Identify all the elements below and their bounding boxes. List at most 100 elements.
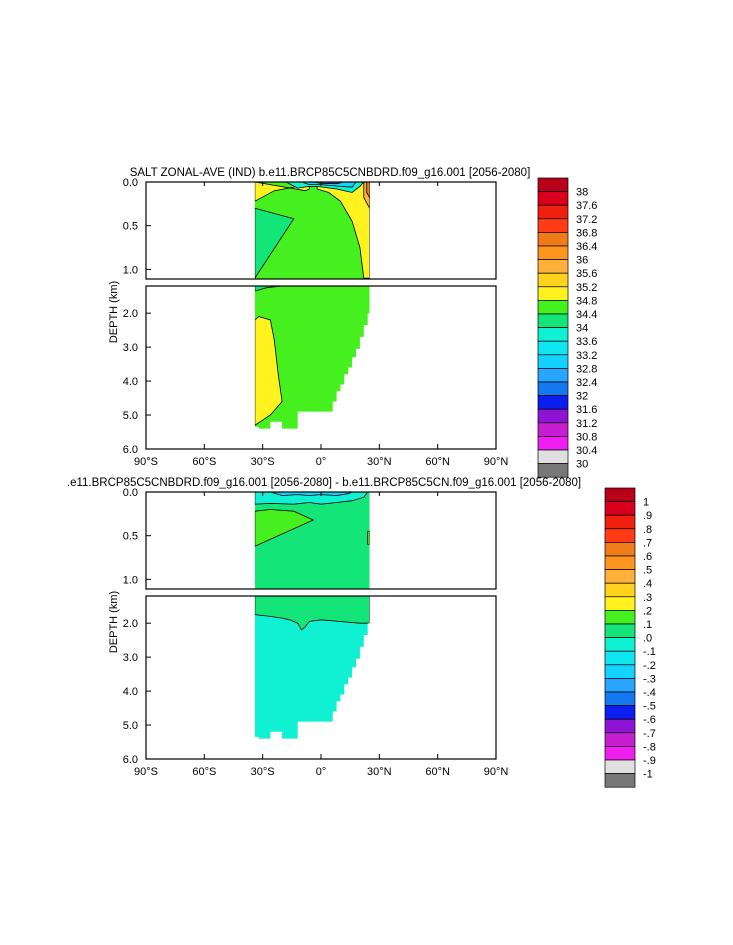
y-tick-label: 6.0 [123,444,138,456]
colorbar-swatch [604,487,636,502]
colorbar-swatch [604,514,636,530]
x-tick-label: 60°S [192,766,216,778]
x-tick-label: 30°S [251,766,275,778]
colorbar-label: 34 [576,323,588,335]
colorbar-label: .3 [643,592,652,604]
upper-ocean-field [254,182,370,279]
colorbar-swatch [604,582,636,598]
x-tick-label: 0° [316,456,327,468]
colorbar-swatch [604,623,636,638]
colorbar-label: .0 [643,633,652,645]
y-tick-label: 0.0 [123,177,138,189]
x-tick-label: 30°S [251,456,275,468]
colorbar-swatch [537,368,569,383]
colorbar-label: -.1 [643,646,656,658]
colorbar-label: 35.2 [576,282,597,294]
colorbar: 3837.637.236.836.43635.635.234.834.43433… [537,177,597,478]
colorbar-label: 36.8 [576,227,597,239]
colorbar-swatch [537,300,569,315]
colorbar-label: -.5 [643,701,656,713]
lower-ocean-field [254,286,370,429]
colorbar-swatch [604,501,636,516]
colorbar-swatch [604,569,636,584]
colorbar-label: -.6 [643,714,656,726]
colorbar-label: .8 [643,524,652,536]
colorbar-label: 31.6 [576,404,597,416]
colorbar-swatch [604,637,636,652]
y-tick-label: 2.0 [123,308,138,320]
contour-fill [254,207,295,279]
colorbar-label: 38 [576,187,588,199]
colorbar-swatch [537,422,569,437]
y-tick-label: 1.0 [123,574,138,586]
colorbar-label: .2 [643,605,652,617]
colorbar-swatch [537,218,569,233]
contour-fill [254,286,283,292]
x-tick-label: 0° [316,766,327,778]
colorbar-label: 32.8 [576,363,597,375]
colorbar-label: 37.2 [576,214,597,226]
x-tick-label: 30°N [367,766,392,778]
colorbar-label: 34.8 [576,295,597,307]
colorbar-swatch [604,746,636,761]
colorbar-swatch [537,286,569,301]
colorbar-swatch [537,340,569,356]
contour-fill [254,316,283,426]
y-tick-label: 0.5 [123,221,138,233]
contour-fill [367,530,370,545]
y-tick-label: 5.0 [123,720,138,732]
colorbar-swatch [537,436,569,451]
colorbar-label: 30.4 [576,445,597,457]
y-tick-label: 2.0 [123,618,138,630]
colorbar-label: 33.2 [576,350,597,362]
colorbar-label: 34.4 [576,309,597,321]
colorbar-label: 32.4 [576,377,597,389]
colorbar-label: .1 [643,619,652,631]
x-tick-label: 30°N [367,456,392,468]
contour-fill [366,182,370,199]
colorbar-label: -.2 [643,660,656,672]
y-tick-label: 4.0 [123,686,138,698]
colorbar-swatch [537,449,569,464]
colorbar-label: 36.4 [576,241,597,253]
colorbar-swatch [604,542,636,557]
y-tick-label: 3.0 [123,342,138,354]
contour-fill [301,182,357,188]
colorbar-swatch [604,732,636,747]
panel-title: SALT ZONAL-AVE (IND) b.e11.BRCP85C5CNBDR… [130,167,531,179]
colorbar-swatch [537,232,569,247]
y-tick-label: 5.0 [123,410,138,422]
colorbar-label: .7 [643,537,652,549]
colorbar-swatch [604,555,636,570]
colorbar-label: -.3 [643,673,656,685]
x-tick-label: 90°N [484,456,509,468]
x-tick-label: 90°N [484,766,509,778]
colorbar-swatch [537,408,569,424]
colorbar-label: 1 [643,497,649,509]
colorbar-swatch [604,691,636,706]
colorbar-swatch [537,354,569,369]
panel-title: .e11.BRCP85C5CNBDRD.f09_g16.001 [2056-20… [67,477,581,489]
upper-background-fill [254,492,370,589]
colorbar-label: 33.6 [576,336,597,348]
y-tick-label: 1.0 [123,264,138,276]
colorbar-swatch [604,678,636,693]
colorbar-swatch [537,191,569,206]
y-tick-label: 6.0 [123,754,138,766]
colorbar-swatch [537,204,569,220]
colorbar-label: 32 [576,391,588,403]
colorbar-label: -.9 [643,755,656,767]
colorbar-swatch [604,705,636,720]
colorbar-label: -.4 [643,687,656,699]
colorbar-swatch [604,773,636,788]
colorbar-label: 37.6 [576,200,597,212]
salinity-panel: SALT ZONAL-AVE (IND) b.e11.BRCP85C5CNBDR… [108,167,597,478]
colorbar-swatch [604,528,636,543]
colorbar-label: 30.8 [576,431,597,443]
colorbar-swatch [604,718,636,734]
colorbar-label: 31.2 [576,418,597,430]
x-tick-label: 60°N [425,766,450,778]
colorbar-label: 35.6 [576,268,597,280]
y-tick-label: 0.5 [123,531,138,543]
